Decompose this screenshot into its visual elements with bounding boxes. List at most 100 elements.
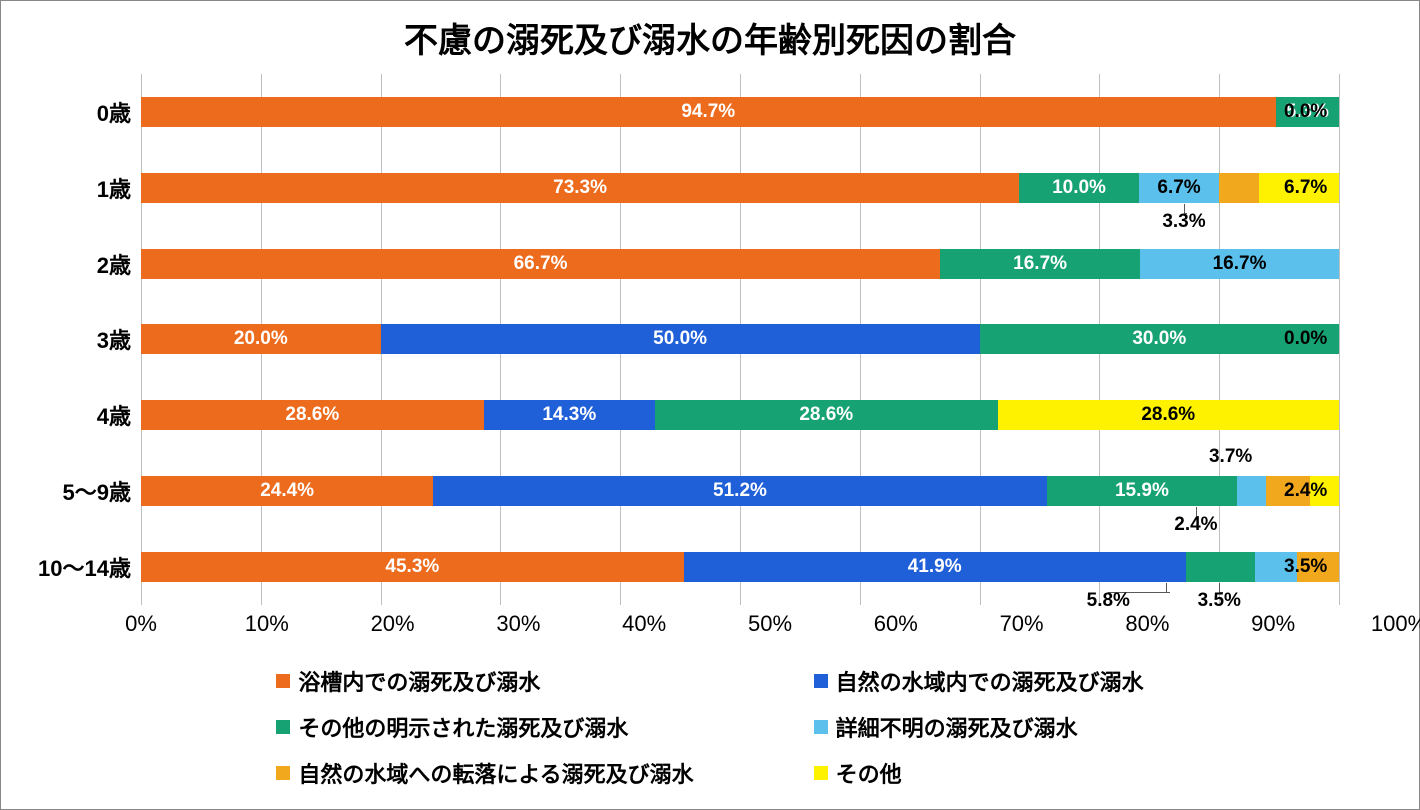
bar-segment: 28.6% xyxy=(998,400,1339,430)
external-value-label: 0.0% xyxy=(1284,328,1327,350)
category-label: 0歳 xyxy=(21,96,141,128)
x-tick-label: 90% xyxy=(1251,611,1295,637)
bar-row: 66.7% 16.7% 16.7% xyxy=(141,233,1339,295)
external-value-label: 2.4% xyxy=(1174,514,1217,536)
bars-inner: 94.7%5.3%0.0%73.3%10.0%6.7%6.7%3.3%66.7%… xyxy=(141,74,1399,605)
legend-label: その他 xyxy=(836,757,902,789)
stacked-bar: 94.7%5.3% xyxy=(141,97,1339,127)
segment-value-label: 66.7% xyxy=(514,253,568,275)
bar-segment: 16.7% xyxy=(940,249,1140,279)
segment-value-label: 73.3% xyxy=(553,177,607,199)
bar-segment: 51.2% xyxy=(433,476,1046,506)
stacked-bar: 73.3% 10.0% 6.7% xyxy=(141,173,1339,203)
x-axis-ticks: 0%10%20%30%40%50%60%70%80%90%100% xyxy=(141,611,1399,641)
bar-segment: 24.4% xyxy=(141,476,433,506)
bar-segment: 41.9% xyxy=(684,552,1186,582)
x-axis: 0%10%20%30%40%50%60%70%80%90%100% xyxy=(21,611,1399,641)
bar-segment: 73.3% xyxy=(141,173,1019,203)
legend-label: 浴槽内での溺死及び溺水 xyxy=(298,665,540,697)
legend-label: 自然の水域内での溺死及び溺水 xyxy=(836,665,1144,697)
legend-swatch xyxy=(814,674,828,688)
bar-segment: 66.7% xyxy=(141,249,940,279)
category-label: 2歳 xyxy=(21,248,141,280)
external-value-label: 3.7% xyxy=(1209,446,1252,468)
segment-value-label: 41.9% xyxy=(908,556,962,578)
x-tick-label: 10% xyxy=(245,611,289,637)
x-tick-label: 30% xyxy=(496,611,540,637)
legend-swatch xyxy=(276,766,290,780)
legend-item: 自然の水域内での溺死及び溺水 xyxy=(814,665,1144,697)
bar-segment xyxy=(1186,552,1255,582)
external-value-label: 3.5% xyxy=(1284,556,1327,578)
bar-segment: 28.6% xyxy=(655,400,998,430)
stacked-bar: 28.6% 14.3% 28.6% 28.6% xyxy=(141,400,1339,430)
category-label: 10～14歳 xyxy=(21,551,141,583)
bar-segment: 14.3% xyxy=(484,400,655,430)
segment-value-label: 30.0% xyxy=(1132,328,1186,350)
external-value-label: 6.7% xyxy=(1284,177,1327,199)
category-label: 5～9歳 xyxy=(21,475,141,507)
segment-value-label: 51.2% xyxy=(713,480,767,502)
stacked-bar: 66.7% 16.7% 16.7% xyxy=(141,249,1339,279)
segment-value-label: 10.0% xyxy=(1052,177,1106,199)
leader-line xyxy=(1166,583,1167,593)
bar-segment: 94.7% xyxy=(141,97,1276,127)
legend-item: 浴槽内での溺死及び溺水 xyxy=(276,665,693,697)
x-axis-spacer xyxy=(21,611,141,641)
bar-segment: 45.3% xyxy=(141,552,684,582)
bar-segment xyxy=(1237,476,1266,506)
bar-segment: 10.0% xyxy=(1019,173,1139,203)
bar-row: 20.0% 50.0% 30.0% 0.0% xyxy=(141,308,1339,370)
segment-value-label: 16.7% xyxy=(1013,253,1067,275)
segment-value-label: 15.9% xyxy=(1115,480,1169,502)
bar-segment: 6.7% xyxy=(1139,173,1219,203)
bar-segment xyxy=(1219,173,1259,203)
bar-row: 24.4%51.2%15.9%2.4%3.7%2.4% xyxy=(141,460,1339,522)
chart-title: 不慮の溺死及び溺水の年齢別死因の割合 xyxy=(21,13,1399,62)
legend: 浴槽内での溺死及び溺水自然の水域内での溺死及び溺水その他の明示された溺死及び溺水… xyxy=(276,665,1143,789)
x-tick-label: 50% xyxy=(748,611,792,637)
bar-segment: 20.0% xyxy=(141,324,381,354)
plot-area: 0歳1歳2歳3歳4歳5～9歳10～14歳 94.7%5.3%0.0%73.3%1… xyxy=(21,74,1399,605)
segment-value-label: 14.3% xyxy=(542,404,596,426)
legend-item: 自然の水域への転落による溺死及び溺水 xyxy=(276,757,693,789)
x-tick-label: 100% xyxy=(1371,611,1420,637)
segment-value-label: 94.7% xyxy=(681,101,735,123)
legend-item: その他 xyxy=(814,757,1144,789)
category-label: 4歳 xyxy=(21,399,141,431)
category-label: 1歳 xyxy=(21,172,141,204)
segment-value-label: 20.0% xyxy=(234,328,288,350)
segment-value-label: 28.6% xyxy=(799,404,853,426)
legend-swatch xyxy=(276,720,290,734)
x-tick-label: 80% xyxy=(1125,611,1169,637)
segment-value-label: 50.0% xyxy=(653,328,707,350)
external-value-label: 5.8% xyxy=(1087,590,1130,612)
external-value-label: 2.4% xyxy=(1284,480,1327,502)
stacked-bar: 20.0% 50.0% 30.0% xyxy=(141,324,1339,354)
gridline xyxy=(1339,74,1340,605)
segment-value-label: 6.7% xyxy=(1157,177,1200,199)
legend-swatch xyxy=(814,766,828,780)
segment-value-label: 16.7% xyxy=(1213,253,1267,275)
legend-label: 自然の水域への転落による溺死及び溺水 xyxy=(298,757,693,789)
legend-item: 詳細不明の溺死及び溺水 xyxy=(814,711,1144,743)
bar-row: 45.3%41.9%3.5%5.8%3.5% xyxy=(141,536,1339,598)
external-value-label: 0.0% xyxy=(1284,101,1327,123)
x-tick-label: 40% xyxy=(622,611,666,637)
bar-segment: 15.9% xyxy=(1047,476,1237,506)
segment-value-label: 28.6% xyxy=(285,404,339,426)
bar-row: 73.3%10.0%6.7%6.7%3.3% xyxy=(141,157,1339,219)
y-axis-labels: 0歳 1歳 2歳 3歳 4歳 5～9歳 10～14歳 xyxy=(21,74,141,605)
stacked-bar: 45.3% 41.9% xyxy=(141,552,1339,582)
bar-segment: 28.6% xyxy=(141,400,484,430)
x-tick-label: 60% xyxy=(874,611,918,637)
segment-value-label: 45.3% xyxy=(385,556,439,578)
segment-value-label: 24.4% xyxy=(260,480,314,502)
bars-area: 94.7%5.3%0.0%73.3%10.0%6.7%6.7%3.3%66.7%… xyxy=(141,74,1399,605)
stacked-bar: 24.4% 51.2% 15.9% xyxy=(141,476,1339,506)
legend-label: 詳細不明の溺死及び溺水 xyxy=(836,711,1078,743)
bar-row: 94.7%5.3%0.0% xyxy=(141,81,1339,143)
legend-swatch xyxy=(814,720,828,734)
external-value-label: 3.3% xyxy=(1162,211,1205,233)
category-label: 3歳 xyxy=(21,323,141,355)
